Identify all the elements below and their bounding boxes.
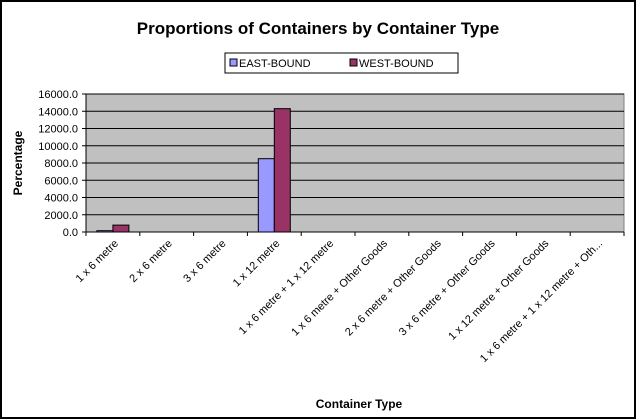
y-tick-label: 10000.0 — [38, 141, 78, 153]
y-tick-label: 16000.0 — [38, 89, 78, 101]
y-tick-labels: 0.0 2000.0 4000.0 6000.0 8000.0 10000.0 12000.… — [38, 89, 78, 239]
y-tick-label: 8000.0 — [44, 158, 78, 170]
bar-west-bound-0 — [112, 224, 130, 233]
x-tick-label: 2 x 6 metre + Other Goods — [343, 237, 444, 338]
legend-swatch-east-bound — [229, 58, 238, 67]
axes — [82, 93, 625, 236]
legend-label-west-bound: WEST-BOUND — [359, 58, 434, 70]
x-tick-labels: 1 x 6 metre 2 x 6 metre 3 x 6 metre 1 x 12 … — [74, 237, 606, 365]
y-tick-label: 4000.0 — [44, 193, 78, 205]
legend-box — [224, 52, 459, 74]
bar-east-bound-3 — [257, 158, 275, 233]
legend-label-east-bound: EAST-BOUND — [239, 58, 311, 70]
y-tick-label: 12000.0 — [38, 124, 78, 136]
x-axis-title: Container Type — [316, 397, 403, 411]
x-tick-label: 2 x 6 metre — [127, 238, 174, 285]
bar-west-bound-3 — [273, 108, 291, 233]
x-tick-label: 3 x 6 metre + Other Goods — [397, 237, 498, 338]
x-tick-label: 1 x 6 metre + 1 x 12 metre — [237, 238, 336, 337]
x-tick-label: 1 x 12 metre + Other Goods — [446, 237, 551, 342]
x-tick-label: 1 x 6 metre + Other Goods — [289, 237, 390, 338]
y-tick-label: 6000.0 — [44, 175, 78, 187]
x-tick-label: 1 x 6 metre + 1 x 12 metre + Oth... — [478, 238, 605, 365]
gridlines — [86, 93, 624, 216]
legend: EAST-BOUND WEST-BOUND — [224, 52, 459, 74]
y-axis-title: Percentage — [11, 130, 25, 195]
x-tick-label: 3 x 6 metre — [181, 238, 228, 285]
x-tick-label: 1 x 6 metre — [74, 238, 121, 285]
legend-swatch-west-bound — [349, 58, 358, 67]
y-tick-label: 14000.0 — [38, 106, 78, 118]
chart-title: Proportions of Containers by Container T… — [137, 19, 499, 38]
y-tick-label: 0.0 — [63, 227, 78, 239]
y-tick-label: 2000.0 — [44, 210, 78, 222]
x-tick-label: 1 x 12 metre — [231, 238, 283, 290]
